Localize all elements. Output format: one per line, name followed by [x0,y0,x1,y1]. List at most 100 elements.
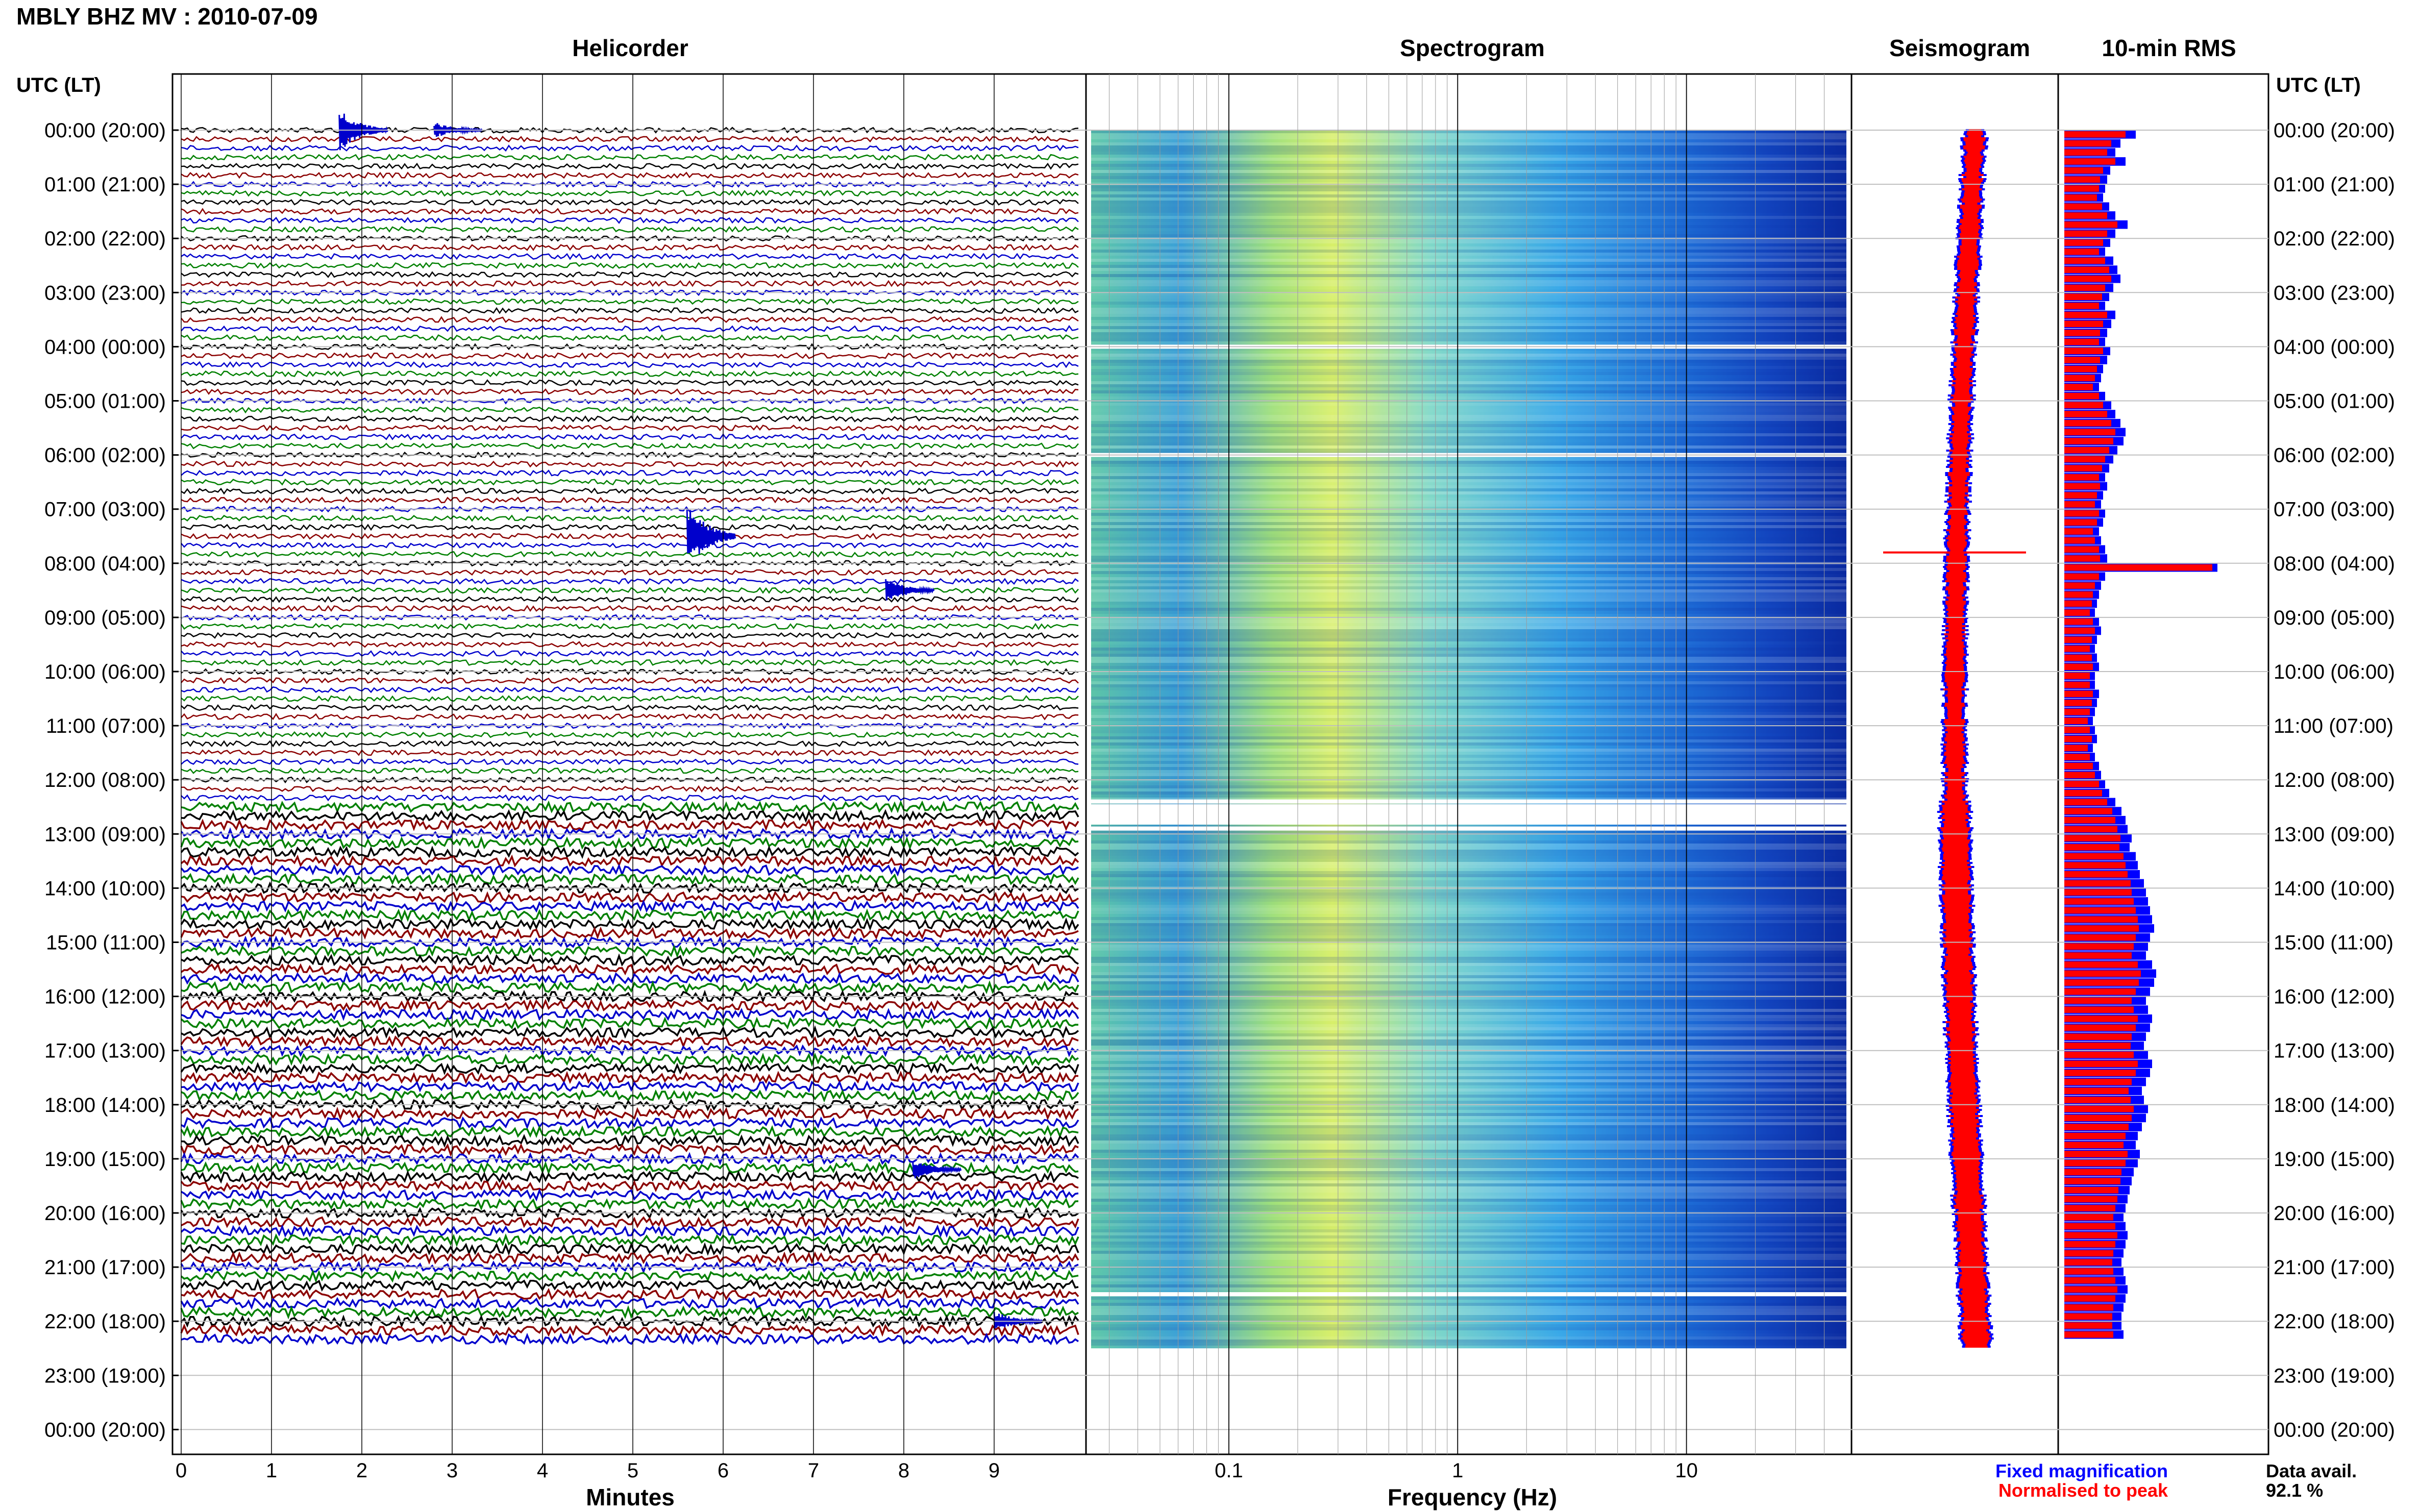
helicorder-trace-line [181,899,1079,913]
spectrogram-band [1091,920,1846,923]
spectrogram-band [1091,1027,1846,1030]
spectrogram-band [1091,1180,1846,1183]
helicorder-trace-line [180,1061,1079,1075]
spectrogram-band [1091,550,1846,553]
spectrogram-band [1091,246,1846,250]
spectrogram-band [1091,1150,1846,1153]
helicorder-trace-line [180,1197,1079,1211]
spectrogram-band [1091,207,1846,210]
spectrogram-band [1091,139,1846,142]
helicorder-trace-line [181,749,1079,756]
rms-bar-normalised [2064,600,2092,607]
spectrogram-band [1091,148,1846,152]
rms-bar-normalised [2064,880,2131,887]
rms-bar-normalised [2064,916,2138,923]
rms-bar-normalised [2064,1331,2113,1338]
rms-bar-normalised [2064,266,2109,273]
spectrogram-band [1091,1217,1846,1220]
spectrogram-band [1091,1171,1846,1174]
rms-title: 10-min RMS [2102,35,2236,61]
spectrogram-band [1091,341,1846,344]
spectrogram-band [1091,577,1846,580]
spectrogram-band [1091,1055,1846,1058]
rms-bar-normalised [2064,149,2107,156]
helicorder-trace-line [181,199,1079,206]
helicorder-trace-line [181,208,1079,215]
rms-bar-normalised [2064,871,2128,878]
helicorder-trace-line [181,216,1079,224]
spectrogram-band [1091,292,1846,295]
spectrogram-band [1091,547,1846,550]
spectrogram-band [1091,770,1846,773]
rms-bar-normalised [2064,474,2099,481]
helicorder-trace-line [180,1106,1079,1121]
spectrogram-band [1091,167,1846,170]
spectrogram-band [1091,1284,1846,1287]
helicorder-event [912,1161,962,1179]
helicorder-trace-line [181,154,1079,161]
rms-bar-normalised [2064,1006,2134,1013]
rms-bar-normalised [2064,789,2102,797]
spectrogram-band [1091,645,1846,648]
data-avail-label: Data avail. [2266,1460,2357,1481]
spectrogram-band [1091,788,1846,791]
time-tick-right: 00:00 (20:00) [2274,1419,2395,1441]
spectrogram-band [1091,1340,1846,1343]
spectrogram-band [1091,228,1846,231]
rms-bar-normalised [2064,203,2102,210]
spectrogram-band [1091,758,1846,761]
helicorder-trace-line [181,334,1079,341]
rms-bar-normalised [2064,392,2099,400]
spectrogram-band [1091,1318,1846,1321]
helicorder-trace-line [181,785,1079,793]
spectrogram-band [1091,690,1846,693]
rms-bar-normalised [2064,1151,2128,1157]
spectrogram-band [1091,608,1846,611]
spectrogram-band [1091,899,1846,902]
helicorder-trace-line [180,1323,1079,1337]
spectrogram-band [1091,651,1846,654]
helicorder-trace-line [181,271,1079,278]
spectrogram-band [1091,923,1846,926]
spectrogram-band [1091,283,1846,286]
helicorder-trace-line [181,325,1079,332]
spectrogram-band [1091,439,1846,442]
spectrogram-band [1091,482,1846,485]
rms-bar-normalised [2064,1295,2115,1302]
spectrogram-band [1091,387,1846,390]
spectrogram-band [1091,889,1846,893]
helicorder-trace-line [181,1233,1079,1247]
time-tick-right: 16:00 (12:00) [2274,986,2395,1008]
spectrogram-band [1091,1306,1846,1309]
spectrogram-band [1091,1141,1846,1144]
spectrogram-band [1091,1076,1846,1079]
rms-bar-normalised [2064,762,2093,770]
time-tick-right: 19:00 (15:00) [2274,1148,2395,1171]
helicorder-trace-line [181,460,1079,468]
spectrogram-band [1091,908,1846,911]
rms-bar-normalised [2064,663,2093,670]
seismogram-title: Seismogram [1889,35,2030,61]
spectrogram-band [1091,791,1846,795]
spectrogram-band [1091,449,1846,452]
rms-bar-normalised [2064,546,2099,553]
rms-bar-normalised [2064,194,2097,201]
helicorder-trace-line [180,935,1079,950]
spectrogram-band [1091,1033,1846,1036]
helicorder-trace-line [180,1170,1079,1184]
helicorder-trace-line [181,890,1079,904]
helicorder-trace-line [181,532,1079,540]
time-tick-right: 15:00 (11:00) [2274,932,2393,954]
rms-bar-normalised [2064,384,2093,390]
spectrogram-band [1091,856,1846,859]
helicorder-trace-line [181,605,1079,612]
helicorder-trace-line [180,1242,1079,1256]
time-tick-right: 09:00 (05:00) [2274,607,2395,629]
rms-bar-normalised [2064,303,2099,309]
spectrogram-band [1091,1300,1846,1303]
rms-bar-normalised [2064,330,2100,336]
spectrogram-band [1091,1024,1846,1027]
spectrogram-band [1091,657,1846,660]
helicorder-event [338,113,388,151]
seismogram-trace [1883,129,2026,1348]
